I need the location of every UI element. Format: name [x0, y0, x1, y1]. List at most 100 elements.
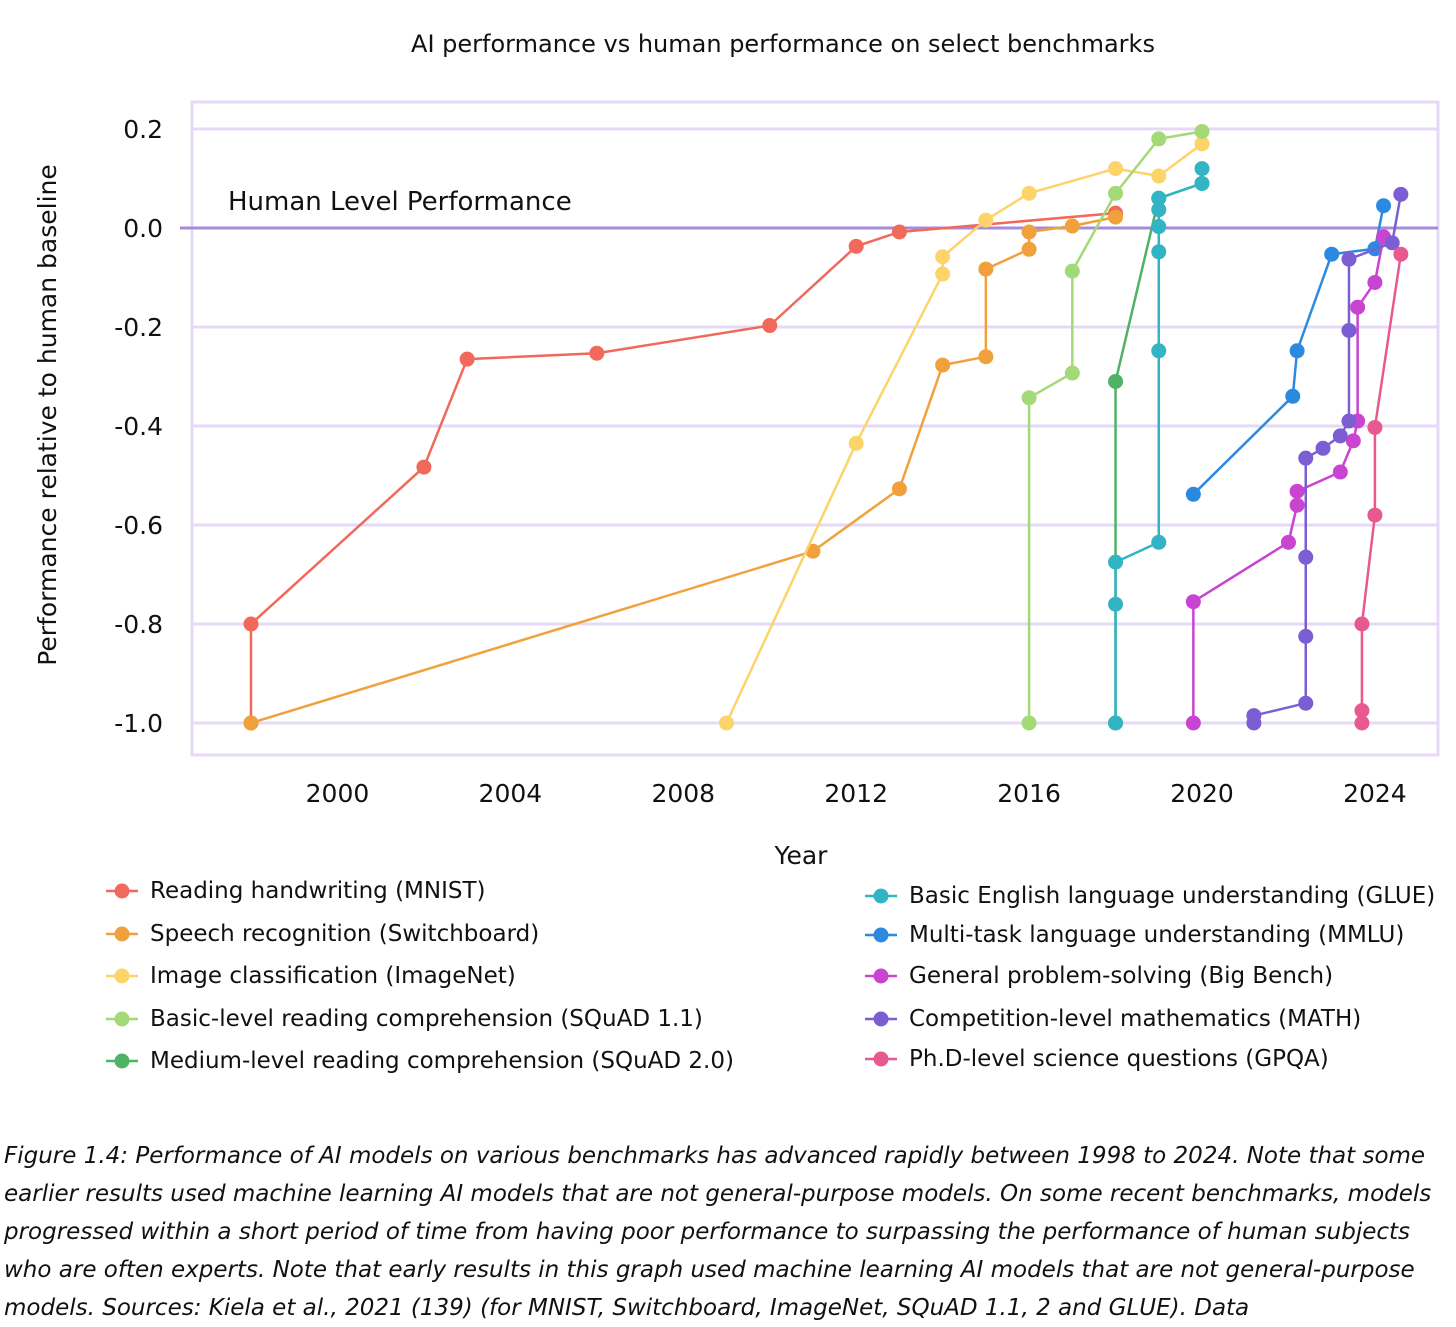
- series-group: [1185, 229, 1392, 731]
- data-point: [1289, 343, 1305, 359]
- data-point: [1108, 209, 1124, 225]
- data-point: [1108, 596, 1124, 612]
- plot-border: [190, 100, 1440, 757]
- data-point: [1194, 161, 1210, 177]
- data-point: [848, 435, 864, 451]
- data-point: [1185, 715, 1201, 731]
- data-point: [891, 224, 907, 240]
- data-point: [891, 481, 907, 497]
- series-group: [719, 136, 1210, 731]
- legend-label: Speech recognition (Switchboard): [150, 921, 540, 947]
- series-line: [250, 215, 1116, 725]
- data-point: [1350, 299, 1366, 315]
- data-point: [1298, 450, 1314, 466]
- data-point: [1108, 715, 1124, 731]
- data-point: [1289, 497, 1305, 513]
- data-point: [935, 249, 951, 265]
- data-point: [978, 261, 994, 277]
- data-point: [1393, 246, 1409, 262]
- data-point: [1151, 219, 1167, 235]
- data-point: [1341, 322, 1357, 338]
- data-point: [935, 266, 951, 282]
- y-tick-labels: 0.2 0.0 -0.2 -0.4 -0.6 -0.8 -1.0: [114, 115, 163, 738]
- data-point: [1064, 365, 1080, 381]
- data-point: [1354, 703, 1370, 719]
- caption-text: Performance of AI models on various benc…: [4, 1143, 1432, 1321]
- series-layer: [243, 123, 1409, 731]
- x-tick-label: 2016: [997, 779, 1061, 808]
- data-point: [1354, 616, 1370, 632]
- data-point: [1151, 190, 1167, 206]
- data-point: [1108, 185, 1124, 201]
- y-tick-label: 0.2: [123, 115, 163, 144]
- legend-label: Competition-level mathematics (MATH): [909, 1006, 1362, 1032]
- data-point: [1376, 198, 1392, 214]
- data-point: [1108, 554, 1124, 570]
- chart-svg: Human Level Performance 0.2 0.0 -0.2 -0.4 -0…: [33, 30, 1440, 870]
- data-point: [1298, 628, 1314, 644]
- data-point: [1151, 168, 1167, 184]
- series-group: [1021, 123, 1210, 731]
- legend-label: Reading handwriting (MNIST): [150, 878, 486, 904]
- legend-swatch: [106, 968, 138, 984]
- data-point: [1194, 175, 1210, 191]
- legend-swatch: [865, 968, 897, 984]
- y-tick-label: -0.2: [114, 313, 163, 342]
- data-point: [1194, 123, 1210, 139]
- data-point: [1341, 251, 1357, 267]
- legend-label: General problem-solving (Big Bench): [909, 963, 1334, 989]
- data-point: [1064, 263, 1080, 279]
- x-tick-label: 2000: [306, 779, 370, 808]
- legend-label: Multi-task language understanding (MMLU): [909, 922, 1405, 948]
- data-point: [1151, 131, 1167, 147]
- legend-label: Basic-level reading comprehension (SQuAD…: [150, 1006, 703, 1032]
- legend-label: Basic English language understanding (GL…: [909, 883, 1436, 909]
- series-line: [1192, 205, 1385, 496]
- data-point: [1285, 388, 1301, 404]
- data-point: [935, 357, 951, 373]
- x-tick-label: 2008: [651, 779, 715, 808]
- data-point: [1384, 235, 1400, 251]
- caption-lead: Figure 1.4:: [4, 1143, 129, 1169]
- legend-label: Ph.D-level science questions (GPQA): [909, 1046, 1329, 1072]
- data-point: [762, 318, 778, 334]
- data-point: [1064, 218, 1080, 234]
- series-group: [243, 209, 1124, 731]
- data-point: [1021, 185, 1037, 201]
- data-point: [1367, 419, 1383, 435]
- figure-caption: Figure 1.4: Performance of AI models on …: [4, 1137, 1454, 1327]
- data-point: [1021, 241, 1037, 257]
- x-tick-label: 2004: [479, 779, 543, 808]
- data-point: [1021, 715, 1037, 731]
- series-group: [1185, 198, 1392, 502]
- series-line: [725, 142, 1203, 724]
- legend-swatch: [865, 1051, 897, 1067]
- data-point: [1298, 549, 1314, 565]
- data-point: [1332, 428, 1348, 444]
- y-tick-label: -1.0: [114, 709, 163, 738]
- data-point: [1367, 507, 1383, 523]
- legend-swatch: [865, 927, 897, 943]
- data-point: [1021, 224, 1037, 240]
- y-tick-label: -0.8: [114, 610, 163, 639]
- data-point: [1108, 373, 1124, 389]
- data-point: [1289, 483, 1305, 499]
- data-point: [1185, 594, 1201, 610]
- data-point: [589, 345, 605, 361]
- data-point: [1194, 136, 1210, 152]
- data-point: [1185, 486, 1201, 502]
- y-tick-label: -0.4: [114, 412, 163, 441]
- data-point: [719, 715, 734, 731]
- data-point: [1280, 534, 1296, 550]
- legend-swatch: [865, 1011, 897, 1027]
- y-axis-label: Performance relative to human baseline: [33, 164, 62, 666]
- series-line: [1360, 254, 1403, 723]
- data-point: [459, 351, 475, 367]
- y-tick-label: -0.6: [114, 511, 163, 540]
- data-point: [1298, 695, 1314, 711]
- data-point: [1151, 202, 1167, 218]
- legend-swatch: [106, 883, 138, 899]
- series-group: [1246, 186, 1409, 731]
- x-tick-label: 2020: [1170, 779, 1234, 808]
- data-point: [243, 715, 259, 731]
